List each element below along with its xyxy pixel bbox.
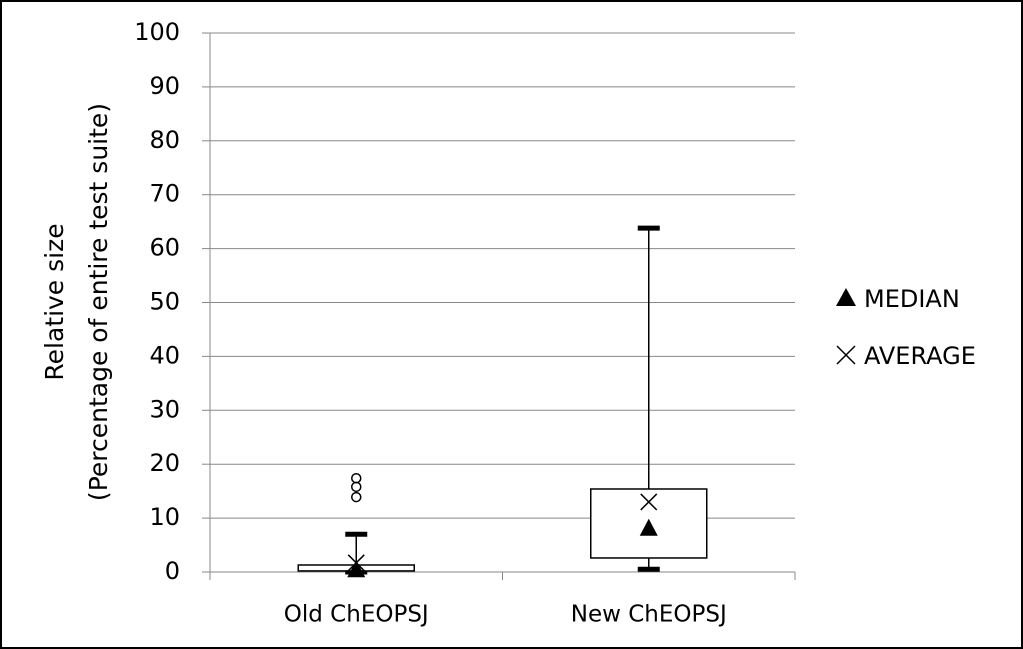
y-tick-label: 40: [149, 341, 180, 369]
y-tick-label: 50: [149, 288, 180, 316]
y-tick-label: 20: [149, 449, 180, 477]
y-axis-title: Relative size (Percentage of entire test…: [40, 103, 113, 501]
outlier: [351, 472, 362, 484]
y-tick-label: 60: [149, 234, 180, 262]
y-tick-label: 90: [149, 72, 180, 100]
x-tick-label: New ChEOPSJ: [571, 602, 727, 628]
median-marker: [347, 560, 366, 578]
x-tick-label: Old ChEOPSJ: [284, 602, 429, 628]
legend-median-symbol: [836, 288, 856, 306]
legend-average-symbol: [836, 345, 856, 365]
y-tick-label: 30: [149, 395, 180, 423]
legend-label: AVERAGE: [864, 342, 976, 370]
median-marker: [639, 518, 658, 536]
y-tick-label: 80: [149, 126, 180, 154]
y-tick-label: 10: [149, 503, 180, 531]
mean-marker: [347, 554, 365, 572]
y-tick-label: 0: [165, 557, 180, 585]
y-tick-label: 70: [149, 180, 180, 208]
y-tick-label: 100: [134, 18, 180, 46]
mean-marker: [640, 493, 658, 511]
outlier: [351, 491, 362, 503]
y-label-line: (Percentage of entire test suite): [84, 103, 113, 501]
y-label-line: Relative size: [40, 223, 69, 380]
legend-label: MEDIAN: [864, 285, 960, 313]
